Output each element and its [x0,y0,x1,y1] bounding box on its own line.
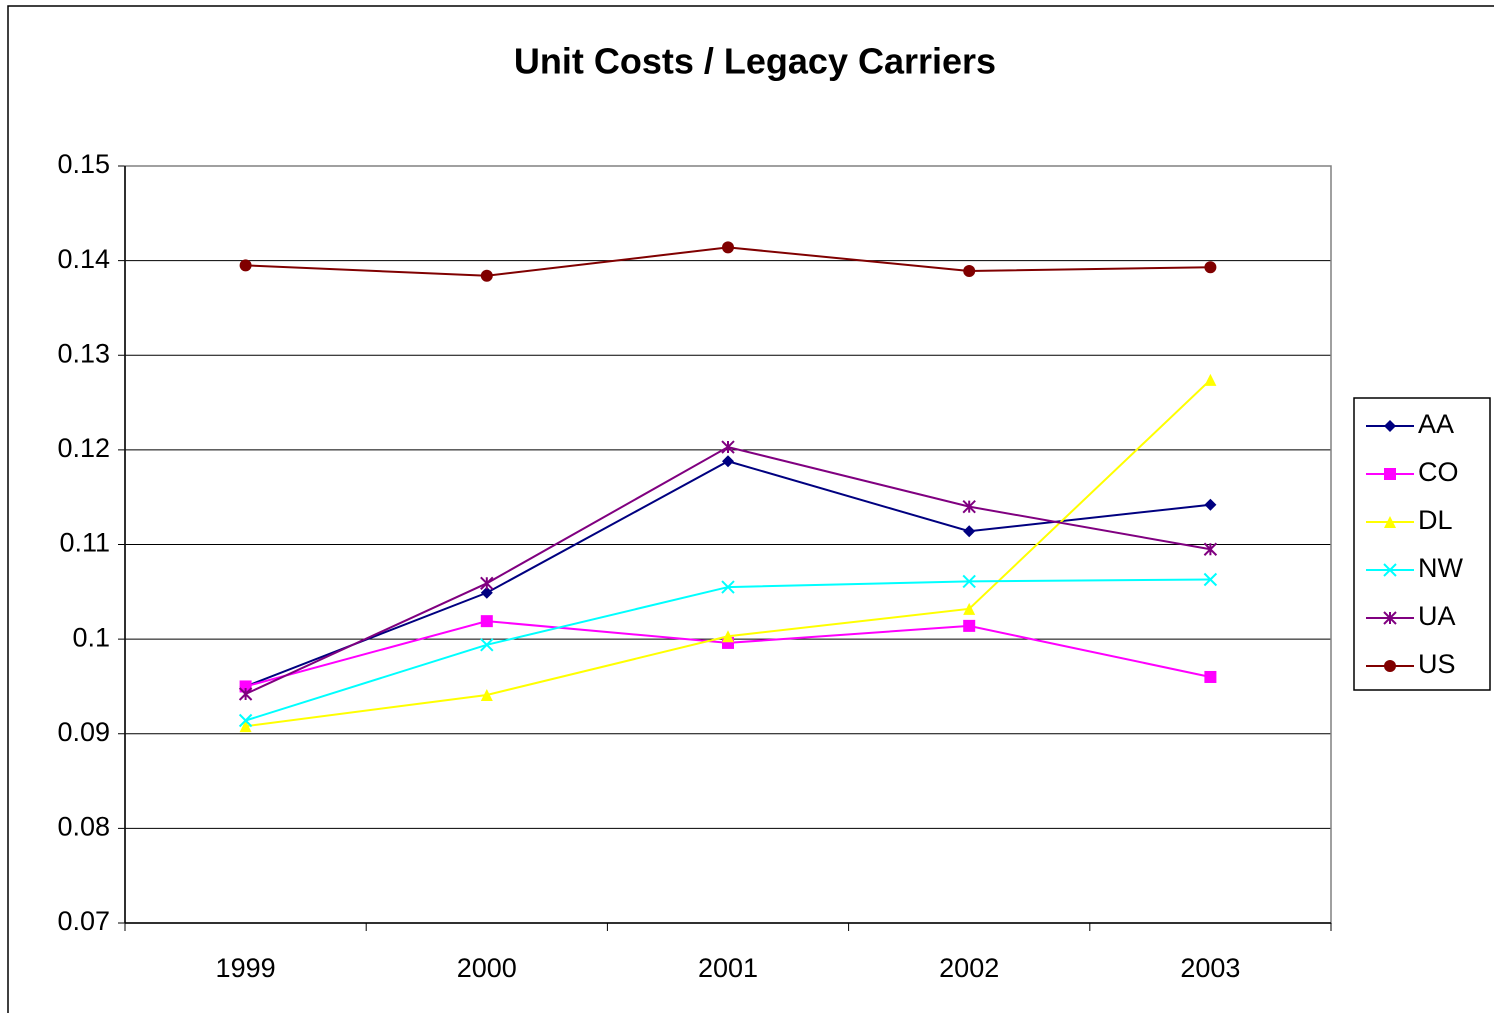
data-point [480,586,493,599]
legend-label: DL [1418,505,1453,535]
x-tick-label: 2002 [939,953,999,983]
chart-title: Unit Costs / Legacy Carriers [514,41,996,82]
data-point [721,440,735,454]
data-point [1204,261,1217,274]
y-tick-label: 0.13 [57,338,110,368]
legend-marker [1384,660,1396,672]
data-point [1203,572,1218,587]
data-point [1204,498,1217,511]
y-tick-label: 0.14 [57,244,110,274]
legend-label: AA [1418,409,1454,439]
data-point [480,615,493,628]
data-point [480,576,494,591]
x-tick-label: 2003 [1180,953,1240,983]
legend-box [1353,397,1491,691]
y-tick-label: 0.1 [72,622,110,652]
data-point [480,269,493,282]
legend-label: US [1418,649,1456,679]
data-point [722,241,734,254]
legend-label: CO [1418,457,1459,487]
data-point [1204,373,1217,386]
legend-marker [1383,563,1397,577]
data-point [1204,670,1217,683]
data-point [238,713,253,728]
y-tick-label: 0.07 [57,906,110,936]
y-tick-label: 0.11 [59,528,110,558]
data-point [239,259,252,272]
data-point [963,525,976,538]
y-tick-label: 0.12 [57,433,110,463]
data-point [238,687,253,701]
data-point [239,720,252,733]
data-point [480,638,494,652]
data-point [480,688,493,701]
data-point [963,265,976,278]
data-point [722,455,734,468]
legend-label: NW [1418,553,1463,583]
x-tick-label: 1999 [216,953,276,983]
legend-marker [1384,516,1396,528]
legend-marker [1384,468,1396,480]
data-point [963,619,976,632]
legend-label: UA [1418,601,1456,631]
data-point [962,499,976,514]
legend-marker [1384,420,1396,432]
data-point [963,602,976,615]
chart-frame [7,5,1494,1013]
data-point [962,574,976,589]
y-tick-label: 0.15 [57,149,110,179]
data-point [1203,542,1218,556]
data-point [239,680,252,693]
y-tick-label: 0.08 [57,812,110,842]
y-tick-label: 0.09 [57,717,110,747]
data-point [722,630,734,643]
x-tick-label: 2001 [698,953,758,983]
legend-marker [1383,611,1397,625]
x-tick-label: 2000 [457,953,517,983]
data-point [721,580,735,594]
